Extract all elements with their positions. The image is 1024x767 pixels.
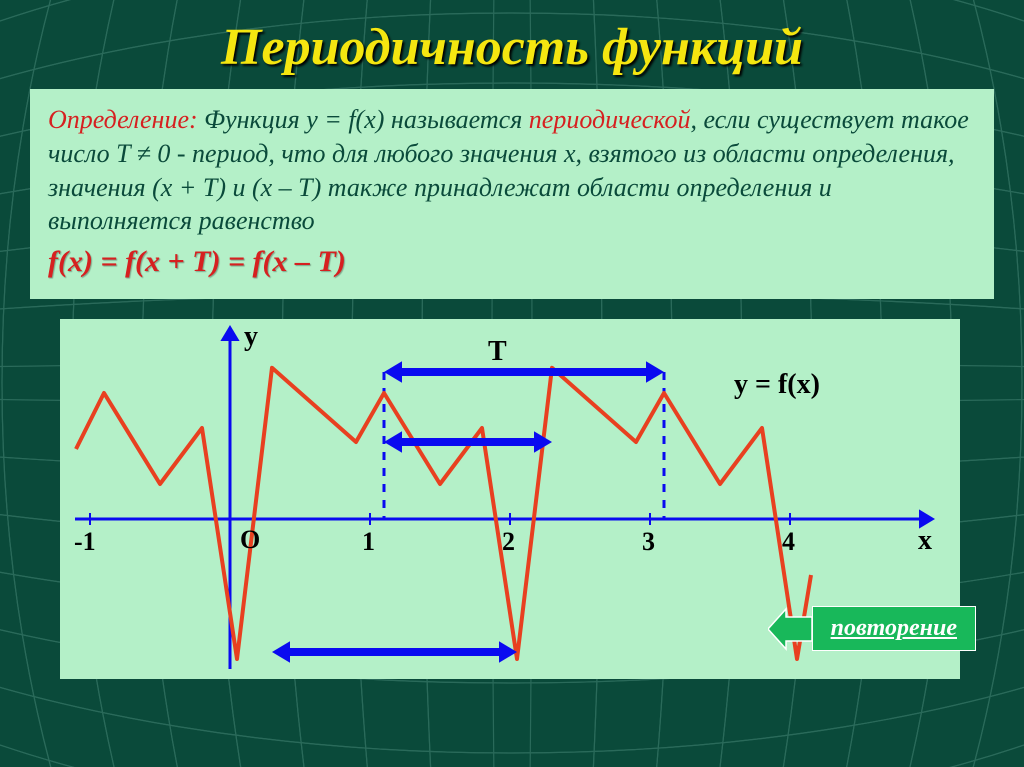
- x-tick-label: 2: [502, 527, 515, 557]
- y-axis-label: y: [244, 321, 258, 353]
- definition-box: Определение: Функция y = f(x) называется…: [30, 89, 994, 299]
- x-tick-label: 1: [362, 527, 375, 557]
- def-periodic: периодической: [529, 105, 691, 134]
- def-formula: f(x) = f(x + T) = f(x – T): [48, 242, 976, 281]
- page-title: Периодичность функций: [0, 0, 1024, 89]
- x-tick-label: 3: [642, 527, 655, 557]
- x-axis-label: x: [918, 525, 932, 557]
- origin-label: O: [240, 525, 260, 555]
- function-label: y = f(x): [734, 369, 820, 401]
- x-tick-label: -1: [74, 527, 96, 557]
- x-tick-label: 4: [782, 527, 795, 557]
- repeat-label: повторение: [831, 615, 957, 641]
- period-label: T: [488, 336, 507, 368]
- def-word: Определение:: [48, 105, 198, 134]
- arrow-left-icon: [768, 607, 812, 651]
- def-part1: Функция y = f(x) называется: [198, 105, 529, 134]
- repeat-button[interactable]: повторение: [768, 606, 976, 651]
- title-text: Периодичность функций: [221, 19, 803, 76]
